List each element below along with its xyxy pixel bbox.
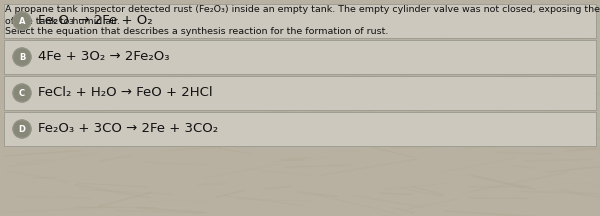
Text: 4Fe + 3O₂ → 2Fe₂O₃: 4Fe + 3O₂ → 2Fe₂O₃ <box>38 51 170 64</box>
Circle shape <box>13 84 31 102</box>
Circle shape <box>13 48 31 66</box>
Text: A propane tank inspector detected rust (Fe₂O₃) inside an empty tank. The empty c: A propane tank inspector detected rust (… <box>5 5 600 14</box>
Text: FeCl₂ + H₂O → FeO + 2HCl: FeCl₂ + H₂O → FeO + 2HCl <box>38 86 212 100</box>
Text: Select the equation that describes a synthesis reaction for the formation of rus: Select the equation that describes a syn… <box>5 27 388 36</box>
FancyBboxPatch shape <box>4 76 596 110</box>
FancyBboxPatch shape <box>4 4 596 38</box>
Text: Fe₂O₃ + 3CO → 2Fe + 3CO₂: Fe₂O₃ + 3CO → 2Fe + 3CO₂ <box>38 122 218 135</box>
FancyBboxPatch shape <box>4 40 596 74</box>
FancyBboxPatch shape <box>4 112 596 146</box>
Circle shape <box>13 12 31 30</box>
Text: Fe₂O₃ → 2Fe + O₂: Fe₂O₃ → 2Fe + O₂ <box>38 14 152 27</box>
Text: C: C <box>19 89 25 97</box>
Circle shape <box>13 120 31 138</box>
Text: of the tank to humid air.: of the tank to humid air. <box>5 17 120 26</box>
Text: B: B <box>19 52 25 62</box>
Text: D: D <box>19 124 25 133</box>
Text: A: A <box>19 16 25 25</box>
